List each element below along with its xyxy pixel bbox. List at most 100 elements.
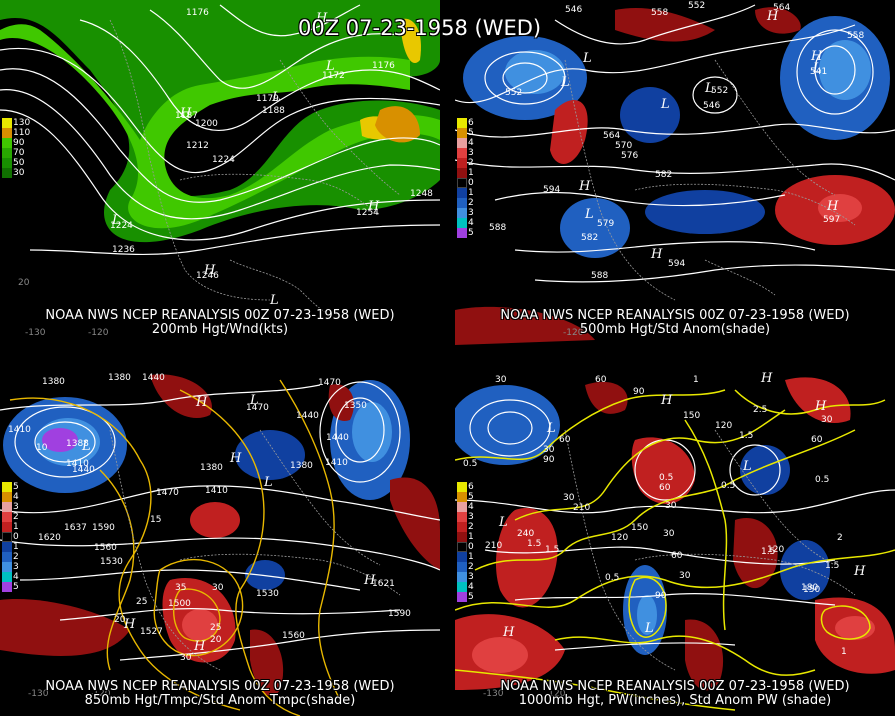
legend-label: 50 [13,158,25,168]
legend-swatch [2,552,12,562]
jet-core-north [400,18,421,64]
legend-swatch [457,532,467,542]
jet-core-mid [375,106,420,143]
map-850mb: 1380 1380 14401410138814101440147014401470… [0,370,440,716]
labels-1000mb: 30 60903060900.53012015010.560302.51.50.5… [463,371,866,657]
low-pressure-center: L [704,81,714,96]
anom-neg-mid [645,190,765,234]
contour-label: 25 [210,623,221,633]
contour-label: 594 [668,259,685,269]
contour-label: 1560 [282,631,305,641]
legend-label: 110 [13,128,31,138]
high-pressure-center: H [179,106,192,121]
contour-label: 558 [847,31,864,41]
legend-label: 4 [13,572,19,582]
anom-pos-se-core [818,194,862,222]
legend-label: 6 [468,482,474,492]
anom-pos-rockies [190,502,240,538]
anom-neg-hudson [620,87,680,143]
contour-label: 1637 [64,523,87,533]
anom-pos-west [495,508,558,608]
low-pressure-center: L [325,59,335,74]
contour-label: 1410 [66,459,89,469]
contour-label: 558 [651,8,668,18]
contour-label: 1.5 [739,431,753,441]
legend-swatch [457,168,467,178]
panel-1000mb: 30 60 90 30 60 90 0.5 30 120 150 1 0.5 60 30 2.5 1.5 0.5… [455,370,895,716]
low-pressure-center: L [269,293,279,308]
contour-label: 1.5 [545,545,559,555]
legend-label: 2 [468,158,474,168]
contour-label: 1 [693,375,699,385]
high-pressure-center: H [578,179,591,194]
legend-swatch [457,562,467,572]
low-pressure-center: L [111,213,121,228]
height-contours [455,399,895,651]
contour-label: 30 [212,583,224,593]
low-pressure-center: L [498,515,508,530]
height-contours [455,4,895,283]
legend-label: 4 [468,502,474,512]
contour-label: 60 [559,435,571,445]
contour-label: 564 [603,131,620,141]
legend-swatch [2,512,12,522]
anom-pos-sw [0,599,130,656]
anom-pos-atl [390,477,440,570]
contour-label: 30 [543,445,555,455]
legend-200mb: 130 110 90 70 50 30 [2,118,32,178]
contour-label: 1.5 [825,561,839,571]
low-pressure-center: L [584,207,594,222]
legend-swatch [2,482,12,492]
caption-line2-1000mb: 1000mb Hgt, PW(inches), Std Anom PW (sha… [518,693,832,708]
tick-lon1: -130 [25,328,46,338]
anom-pos-ne [785,377,851,424]
legend-swatch [2,522,12,532]
contour-label: 1440 [296,411,319,421]
legend-label: 5 [13,582,19,592]
legend-swatch [2,532,12,542]
contour-label: 582 [581,233,598,243]
tick-lon2: -120 [545,689,566,699]
contour-label: 60 [595,375,607,385]
contour-label: 552 [711,86,728,96]
contour-label: 1212 [186,141,209,151]
contour-label: 60 [811,435,823,445]
legend-label: 30 [13,168,25,178]
contour-label: 1236 [112,245,135,255]
low-pressure-center: L [812,61,822,76]
legend-label: 1 [468,168,474,178]
legend-label: 3 [468,512,474,522]
low-pressure-center: L [81,439,91,454]
legend-swatch [457,138,467,148]
contour-label: 180 [801,583,818,593]
contour-label: 120 [611,533,628,543]
legend-swatch [2,492,12,502]
legend-label: 1 [13,522,19,532]
contour-label: 2 [837,533,843,543]
contour-label: 150 [803,585,820,595]
anom-pos-mexico-core [182,609,218,641]
legend-swatch [457,582,467,592]
high-pressure-center: H [810,49,823,64]
contour-label: 15 [150,515,161,525]
contour-label: 1530 [256,589,279,599]
coastlines [109,19,401,316]
legend-swatch [2,128,12,138]
legend-label: 0 [468,178,474,188]
legend-swatch [2,582,12,592]
legend-label: 2 [13,552,19,562]
legend-label: 4 [468,218,474,228]
contour-label: 1.5 [761,547,775,557]
panel-850mb: 1380 1380 1440 1410 1388 1410 1440 1470 1440 1470… [0,370,440,716]
contour-label: 541 [810,67,827,77]
contour-label: 1470 [318,378,341,388]
high-pressure-center: H [760,371,773,386]
legend-label: 0 [468,542,474,552]
contour-label: 35 [175,583,186,593]
contour-label: 1172 [322,71,345,81]
low-pressure-center: L [249,393,259,408]
contour-label: 90 [543,455,555,465]
high-pressure-center: H [367,199,380,214]
legend-label: 4 [13,492,19,502]
